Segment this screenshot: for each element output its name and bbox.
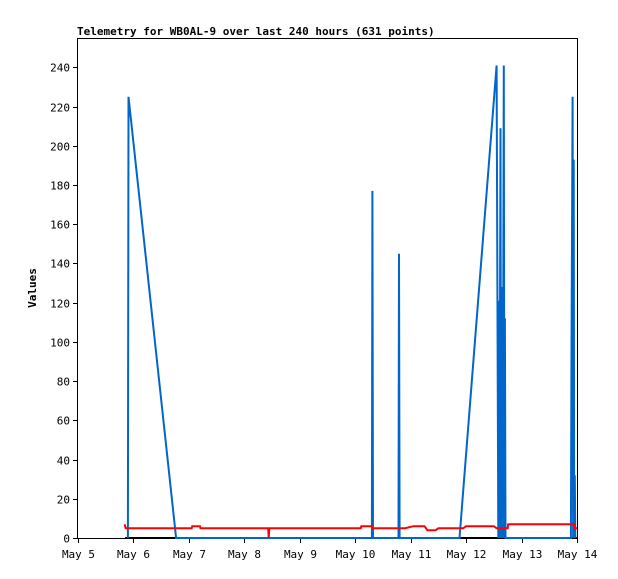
x-tick-label: May 11 bbox=[392, 548, 432, 561]
y-tick-label: 240 bbox=[50, 62, 70, 75]
x-tick-label: May 12 bbox=[447, 548, 487, 561]
y-tick-label: 100 bbox=[50, 337, 70, 350]
x-tick-label: May 10 bbox=[336, 548, 376, 561]
y-tick-label: 140 bbox=[50, 258, 70, 271]
y-tick-label: 60 bbox=[57, 415, 70, 428]
x-tick-label: May 5 bbox=[62, 548, 95, 561]
x-tick-label: May 7 bbox=[173, 548, 206, 561]
y-tick-label: 160 bbox=[50, 219, 70, 232]
x-tick-label: May 9 bbox=[284, 548, 317, 561]
y-tick-label: 180 bbox=[50, 180, 70, 193]
series-line-red bbox=[123, 523, 577, 539]
x-tick-label: May 8 bbox=[228, 548, 261, 561]
series-line-blue bbox=[126, 65, 577, 539]
x-tick-label: May 13 bbox=[503, 548, 543, 561]
y-tick-label: 40 bbox=[57, 455, 70, 468]
y-tick-label: 200 bbox=[50, 141, 70, 154]
x-tick-label: May 6 bbox=[117, 548, 150, 561]
x-tick-label: May 14 bbox=[558, 548, 598, 561]
y-tick-label: 220 bbox=[50, 102, 70, 115]
y-tick-label: 80 bbox=[57, 376, 70, 389]
y-tick-label: 20 bbox=[57, 494, 70, 507]
chart-title: Telemetry for WB0AL-9 over last 240 hour… bbox=[77, 25, 435, 38]
y-axis-label: Values bbox=[26, 268, 39, 308]
y-tick-label: 120 bbox=[50, 298, 70, 311]
x-axis: May 5 May 6 May 7 May 8 May 9 May 10 May 11 May… bbox=[62, 538, 598, 561]
series-layer bbox=[123, 65, 577, 539]
y-axis: 0 20 40 60 80 100 120 140 160 180 200 220 240 bbox=[50, 62, 78, 546]
y-tick-label: 0 bbox=[63, 533, 70, 546]
